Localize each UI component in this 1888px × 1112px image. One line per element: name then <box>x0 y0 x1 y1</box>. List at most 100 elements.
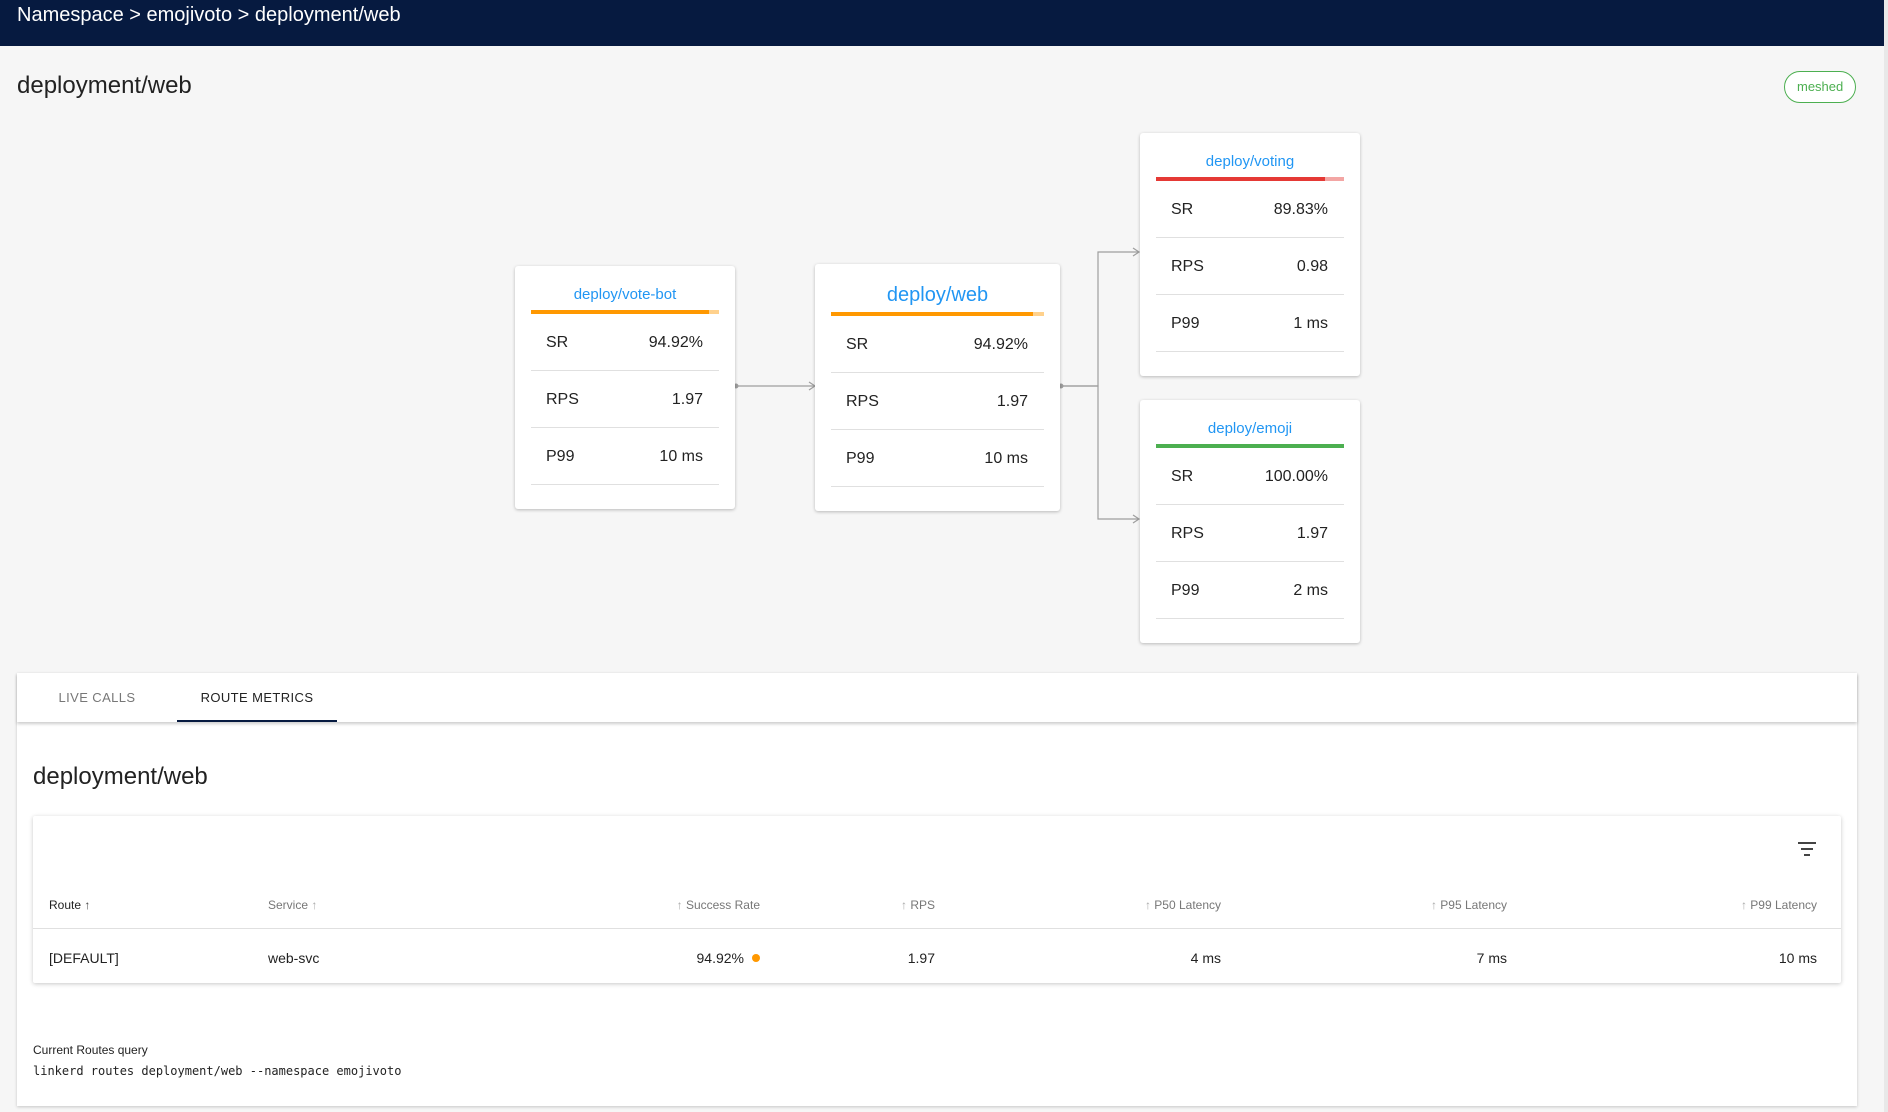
arrow-up-icon: ↑ <box>1144 898 1151 912</box>
cell-p50-latency: 4 ms <box>1190 950 1221 966</box>
arrow-up-icon: ↑ <box>84 898 91 912</box>
metric-value: 2 ms <box>1293 582 1328 599</box>
breadcrumb-namespace-name[interactable]: emojivoto <box>146 4 233 26</box>
top-app-bar: Namespace > emojivoto > deployment/web <box>0 0 1888 46</box>
routes-query-label: Current Routes query <box>33 1043 148 1057</box>
node-voting[interactable]: deploy/voting SR 89.83% RPS 0.98 P99 1 ms <box>1140 133 1360 376</box>
metric-label: P99 <box>1171 582 1200 599</box>
breadcrumb-separator: > <box>123 4 147 26</box>
breadcrumb-separator: > <box>232 4 255 26</box>
metric-label: P99 <box>846 450 875 467</box>
success-rate-bar <box>1156 444 1344 448</box>
metric-label: P99 <box>1171 315 1200 332</box>
node-title[interactable]: deploy/emoji <box>1207 420 1293 437</box>
routes-query-command: linkerd routes deployment/web --namespac… <box>33 1064 402 1078</box>
arrow-up-icon: ↑ <box>676 898 683 912</box>
metric-label: RPS <box>1171 525 1204 542</box>
metric-value: 94.92% <box>648 334 703 351</box>
metric-value: 0.98 <box>1296 258 1328 275</box>
metric-value: 94.92% <box>973 336 1028 353</box>
cell-service: web-svc <box>268 950 320 966</box>
breadcrumb-namespace[interactable]: Namespace <box>17 4 124 26</box>
column-header-label: RPS <box>910 898 935 912</box>
metric-label: RPS <box>846 393 879 410</box>
metric-row-rps: RPS 1.97 <box>831 373 1044 430</box>
tab-route-metrics[interactable]: ROUTE METRICS <box>177 673 337 722</box>
node-title[interactable]: deploy/voting <box>1205 153 1295 170</box>
column-header-success-rate[interactable]: ↑ Success Rate <box>677 898 760 912</box>
node-title[interactable]: deploy/vote-bot <box>573 286 677 303</box>
success-rate-bar <box>831 312 1044 316</box>
success-rate-bar-fill <box>831 312 1034 316</box>
column-header-p50-latency[interactable]: ↑ P50 Latency <box>1145 898 1221 912</box>
success-rate-bar-fill <box>531 310 710 314</box>
metric-row-sr: SR 100.00% <box>1156 448 1344 505</box>
column-header-p95-latency[interactable]: ↑ P95 Latency <box>1431 898 1507 912</box>
success-rate-bar-fill <box>1156 444 1344 448</box>
breadcrumb: Namespace > emojivoto > deployment/web <box>17 4 401 26</box>
column-header-p99-latency[interactable]: ↑ P99 Latency <box>1741 898 1817 912</box>
meshed-badge: meshed <box>1784 71 1857 103</box>
node-vote-bot[interactable]: deploy/vote-bot SR 94.92% RPS 1.97 P99 10 m… <box>515 266 735 509</box>
metric-value: 1 ms <box>1293 315 1328 332</box>
route-metrics-title: deployment/web <box>33 763 208 790</box>
arrow-up-icon: ↑ <box>311 898 318 912</box>
column-header-label: Service <box>268 898 309 912</box>
success-rate-bar <box>531 310 719 314</box>
arrow-up-icon: ↑ <box>900 898 907 912</box>
column-header-label: P95 Latency <box>1440 898 1507 912</box>
metric-row-sr: SR 89.83% <box>1156 181 1344 238</box>
column-header-label: P50 Latency <box>1154 898 1221 912</box>
metric-value: 1.97 <box>996 393 1028 410</box>
metric-value: 100.00% <box>1264 468 1328 485</box>
metric-row-p99: P99 1 ms <box>1156 295 1344 352</box>
table-header-divider <box>33 928 1841 929</box>
metric-row-p99: P99 10 ms <box>531 428 719 485</box>
metric-label: P99 <box>546 448 575 465</box>
column-header-route[interactable]: Route ↑ <box>49 898 90 912</box>
column-header-service[interactable]: Service ↑ <box>268 898 317 912</box>
success-rate-bar-rest <box>1033 312 1044 316</box>
tab-live-calls[interactable]: LIVE CALLS <box>58 690 136 705</box>
details-panel: LIVE CALLS ROUTE METRICS deployment/web … <box>17 673 1857 1106</box>
column-header-label: Success Rate <box>685 898 760 912</box>
tab-bar: LIVE CALLS ROUTE METRICS <box>17 673 1857 722</box>
metric-row-p99: P99 2 ms <box>1156 562 1344 619</box>
metric-label: RPS <box>1171 258 1204 275</box>
metric-row-rps: RPS 0.98 <box>1156 238 1344 295</box>
success-rate-value: 94.92% <box>696 950 744 966</box>
metric-value: 89.83% <box>1273 201 1328 218</box>
metric-value: 1.97 <box>1296 525 1328 542</box>
window-scrollbar[interactable] <box>1884 0 1888 1112</box>
metric-label: SR <box>846 336 869 353</box>
metric-label: SR <box>1171 201 1194 218</box>
breadcrumb-resource: deployment/web <box>254 4 401 26</box>
route-metrics-table: Route ↑ Service ↑ ↑ Success Rate ↑ RPS ↑… <box>33 816 1841 983</box>
metric-row-sr: SR 94.92% <box>831 316 1044 373</box>
column-header-rps[interactable]: ↑ RPS <box>901 898 935 912</box>
node-title[interactable]: deploy/web <box>886 284 989 306</box>
cell-route: [DEFAULT] <box>49 950 119 966</box>
success-rate-bar-fill <box>1156 177 1325 181</box>
success-rate-bar-rest <box>1324 177 1344 181</box>
arrowhead-icon <box>1132 514 1141 524</box>
arrowhead-icon <box>1132 247 1141 257</box>
node-emoji[interactable]: deploy/emoji SR 100.00% RPS 1.97 P99 2 ms <box>1140 400 1360 643</box>
cell-rps: 1.97 <box>907 950 935 966</box>
metric-row-rps: RPS 1.97 <box>531 371 719 428</box>
cell-p99-latency: 10 ms <box>1778 950 1817 966</box>
filter-icon[interactable] <box>1797 840 1817 858</box>
cell-p95-latency: 7 ms <box>1476 950 1507 966</box>
metric-value: 1.97 <box>671 391 703 408</box>
column-header-label: P99 Latency <box>1750 898 1817 912</box>
edge-web-to-emoji <box>1061 385 1138 520</box>
metric-row-sr: SR 94.92% <box>531 314 719 371</box>
metric-label: RPS <box>546 391 579 408</box>
column-header-label: Route <box>49 898 82 912</box>
page-title: deployment/web <box>17 72 192 99</box>
metric-label: SR <box>546 334 569 351</box>
node-web[interactable]: deploy/web SR 94.92% RPS 1.97 P99 10 ms <box>815 264 1060 511</box>
arrow-up-icon: ↑ <box>1740 898 1747 912</box>
success-rate-bar-rest <box>709 310 719 314</box>
metric-value: 10 ms <box>659 448 703 465</box>
